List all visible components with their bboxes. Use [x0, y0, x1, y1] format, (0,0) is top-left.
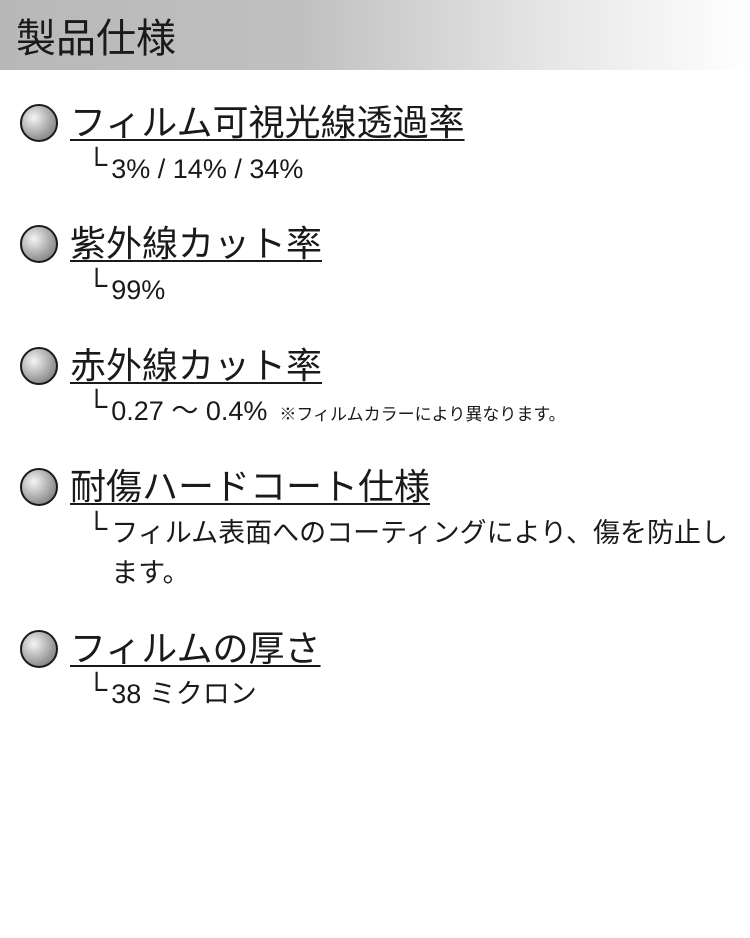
spec-title: フィルム可視光線透過率 — [70, 100, 730, 147]
spec-title: 紫外線カット率 — [70, 221, 730, 268]
branch-icon: └ — [86, 389, 107, 425]
branch-icon: └ — [86, 672, 107, 708]
spec-list: フィルム可視光線透過率 └ 3% / 14% / 34% 紫外線カット率 └ 9… — [0, 100, 750, 715]
spec-title: 赤外線カット率 — [70, 343, 730, 390]
spec-detail: └ 3% / 14% / 34% — [70, 149, 730, 190]
spec-item: フィルム可視光線透過率 └ 3% / 14% / 34% — [20, 100, 730, 189]
spec-value: 0.27 〜 0.4% — [111, 391, 267, 432]
spec-detail: └ 38 ミクロン — [70, 674, 730, 715]
section-title: 製品仕様 — [16, 6, 734, 64]
spec-content: フィルム可視光線透過率 └ 3% / 14% / 34% — [70, 100, 730, 189]
bullet-icon — [20, 225, 58, 263]
bullet-icon — [20, 468, 58, 506]
spec-detail: └ フィルム表面へのコーティングにより、傷を防止します。 — [70, 513, 730, 594]
branch-icon: └ — [86, 268, 107, 304]
bullet-icon — [20, 104, 58, 142]
spec-detail: └ 0.27 〜 0.4% ※フィルムカラーにより異なります。 — [70, 391, 730, 432]
spec-content: フィルムの厚さ └ 38 ミクロン — [70, 626, 730, 715]
spec-value: 38 ミクロン — [111, 674, 257, 715]
spec-value: 99% — [111, 270, 165, 311]
branch-icon: └ — [86, 511, 107, 547]
spec-item: 紫外線カット率 └ 99% — [20, 221, 730, 310]
bullet-icon — [20, 630, 58, 668]
spec-content: 赤外線カット率 └ 0.27 〜 0.4% ※フィルムカラーにより異なります。 — [70, 343, 730, 432]
bullet-icon — [20, 347, 58, 385]
spec-content: 紫外線カット率 └ 99% — [70, 221, 730, 310]
spec-value: 3% / 14% / 34% — [111, 149, 303, 190]
spec-detail: └ 99% — [70, 270, 730, 311]
spec-item: 赤外線カット率 └ 0.27 〜 0.4% ※フィルムカラーにより異なります。 — [20, 343, 730, 432]
spec-value: フィルム表面へのコーティングにより、傷を防止します。 — [111, 513, 730, 594]
spec-item: フィルムの厚さ └ 38 ミクロン — [20, 626, 730, 715]
spec-note: ※フィルムカラーにより異なります。 — [279, 400, 565, 425]
spec-title: 耐傷ハードコート仕様 — [70, 464, 730, 511]
section-header: 製品仕様 — [0, 0, 750, 70]
spec-item: 耐傷ハードコート仕様 └ フィルム表面へのコーティングにより、傷を防止します。 — [20, 464, 730, 594]
spec-title: フィルムの厚さ — [70, 626, 730, 673]
branch-icon: └ — [86, 147, 107, 183]
spec-content: 耐傷ハードコート仕様 └ フィルム表面へのコーティングにより、傷を防止します。 — [70, 464, 730, 594]
